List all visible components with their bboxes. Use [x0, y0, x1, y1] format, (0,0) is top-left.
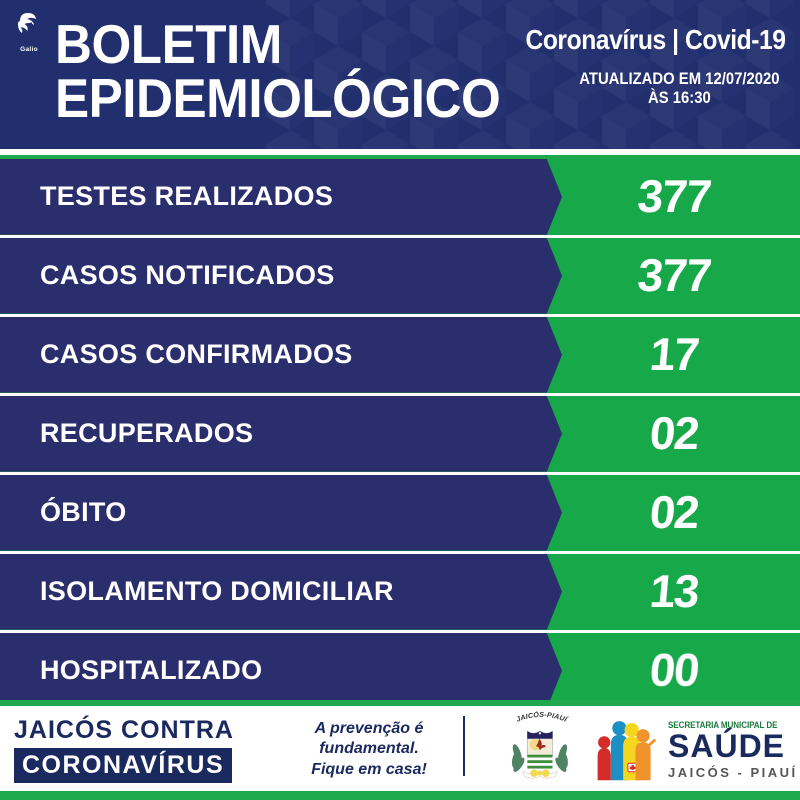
svg-text:JAICÓS-PIAUÍ: JAICÓS-PIAUÍ [515, 711, 570, 725]
